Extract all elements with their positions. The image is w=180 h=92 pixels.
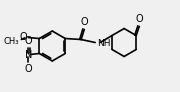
Text: O: O [24, 64, 32, 74]
Text: CH₃: CH₃ [4, 37, 19, 46]
Text: O: O [20, 32, 27, 42]
Text: NH: NH [97, 39, 110, 47]
Text: O: O [136, 14, 143, 24]
Text: O: O [24, 36, 32, 46]
Text: N: N [25, 50, 32, 60]
Text: O: O [81, 17, 89, 27]
